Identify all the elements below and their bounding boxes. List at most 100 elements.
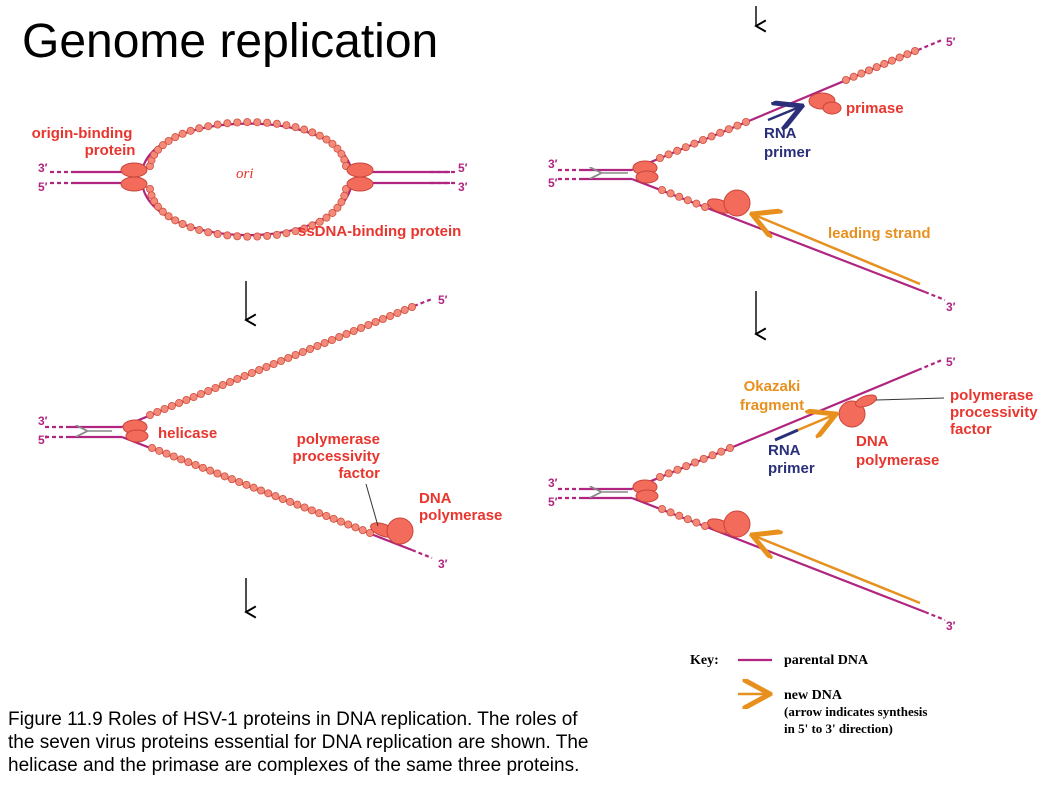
end-bottom: 3′ — [438, 557, 448, 571]
ssdna-bead — [154, 145, 163, 154]
label-dnapol-1: DNA — [856, 433, 889, 450]
ssdna-bead — [272, 119, 281, 128]
ssdna-bead — [276, 356, 285, 365]
ssdna-bead — [307, 506, 316, 515]
ssdna-bead — [178, 129, 187, 138]
flow-arrows — [246, 6, 756, 612]
leading-strand-arrow — [752, 214, 921, 286]
ssdna-bead — [253, 232, 262, 241]
ssdna-bead — [233, 232, 242, 241]
label-ssdna-binding: ssDNA-binding protein — [298, 223, 461, 240]
panel-bubble: origin-binding protein ori ssDNA-binding… — [32, 118, 468, 241]
label-ppf-1: polymerase — [297, 431, 380, 448]
ssdna-bead — [213, 469, 222, 478]
panel-primase-fork: primase RNA primer leading strand 3′ 5′ … — [548, 35, 956, 314]
ssdna-bead — [242, 480, 251, 489]
ssdna-bead — [298, 347, 307, 356]
end-left-bottom: 5′ — [38, 180, 48, 194]
ssdna-bead — [692, 518, 701, 527]
fork3-ssdna-beads — [656, 47, 920, 211]
ssdna-bead — [400, 305, 409, 314]
ssdna-bead — [895, 53, 904, 62]
ssdna-bead — [717, 447, 726, 456]
end-left-top: 3′ — [548, 157, 558, 171]
ssdna-bead — [278, 494, 287, 503]
ssdna-bead — [177, 455, 186, 464]
ssdna-bead — [300, 224, 309, 233]
ssdna-bead — [666, 508, 675, 517]
ssdna-bead — [206, 466, 215, 475]
ssdna-bead — [233, 374, 242, 383]
ssdna-bead — [186, 126, 195, 135]
ssdna-bead — [327, 335, 336, 344]
panel-helicase-fork: helicase polymerase processivity factor … — [38, 293, 502, 571]
ssdna-bead — [226, 377, 235, 386]
label-origin-binding-1: origin-binding — [32, 125, 133, 142]
ssdna-bead — [223, 119, 232, 128]
dna-polymerase-lower — [723, 510, 751, 538]
ssdna-bead — [690, 139, 699, 148]
ssdna-bead — [300, 125, 309, 134]
ssdna-bead — [213, 230, 222, 239]
ssdna-bead — [158, 207, 167, 216]
ssdna-bead — [178, 220, 187, 229]
end-right-bottom: 3′ — [458, 180, 468, 194]
ssdna-bead — [675, 192, 684, 201]
label-ppf-3: factor — [950, 421, 992, 438]
ssdna-bead — [664, 469, 673, 478]
end-left-top: 3′ — [38, 161, 48, 175]
ssdna-bead — [699, 454, 708, 463]
ssdna-bead — [291, 227, 300, 236]
label-ppf-2: processivity — [292, 448, 380, 465]
dna-polymerase-protein — [386, 517, 414, 545]
end-top: 5′ — [946, 355, 956, 369]
ssdna-bead — [872, 63, 881, 72]
ssdna-bead — [171, 216, 180, 225]
end-left-bottom: 5′ — [548, 176, 558, 190]
ssdna-bead — [262, 362, 271, 371]
ssdna-bead — [888, 56, 897, 65]
slide-title: Genome replication — [22, 15, 439, 68]
ssdna-bead — [272, 230, 281, 239]
ssdna-bead — [286, 497, 295, 506]
panel-okazaki-fork: Okazaki fragment polymerase processivity… — [548, 355, 1038, 633]
ssdna-bead — [849, 72, 858, 81]
label-primase: primase — [846, 100, 904, 117]
ssdna-bead — [315, 217, 324, 226]
okazaki-arrow — [797, 414, 836, 430]
ssdna-bead — [658, 504, 667, 513]
ssdna-bead — [692, 199, 701, 208]
ssdna-bead — [175, 398, 184, 407]
ssdna-bead — [189, 392, 198, 401]
ssdna-bead — [284, 353, 293, 362]
ssdna-bead — [865, 66, 874, 75]
ssdna-bead — [220, 472, 229, 481]
ssdna-bead — [263, 231, 272, 240]
end-left-bottom: 5′ — [38, 433, 48, 447]
ssdna-bead — [911, 47, 920, 56]
ssdna-bead — [364, 320, 373, 329]
ssdna-bead — [235, 477, 244, 486]
label-dnapol-1: DNA — [419, 490, 452, 507]
key-label: Key: — [690, 653, 719, 668]
end-bottom: 3′ — [946, 619, 956, 633]
key-new-3: in 5' to 3' direction) — [784, 721, 893, 736]
ssdna-bead — [155, 446, 164, 455]
ssdna-bead — [263, 118, 272, 127]
ssdna-bead — [162, 449, 171, 458]
end-right-top: 5′ — [458, 161, 468, 175]
ssdna-bead — [167, 401, 176, 410]
ssdna-bead — [393, 308, 402, 317]
primase-protein — [808, 92, 842, 115]
processivity-factor — [855, 394, 877, 408]
ssdna-bead — [742, 118, 751, 127]
end-top: 5′ — [946, 35, 956, 49]
ssdna-bead — [701, 202, 710, 211]
fork2-ssdna-beads — [145, 302, 416, 538]
ssdna-bead — [147, 443, 156, 452]
ssdna-bead — [322, 135, 331, 144]
ssdna-bead — [313, 341, 322, 350]
leading-strand-arrow — [752, 535, 921, 605]
ssdna-bead — [842, 76, 851, 85]
ssdna-bead — [158, 141, 167, 150]
